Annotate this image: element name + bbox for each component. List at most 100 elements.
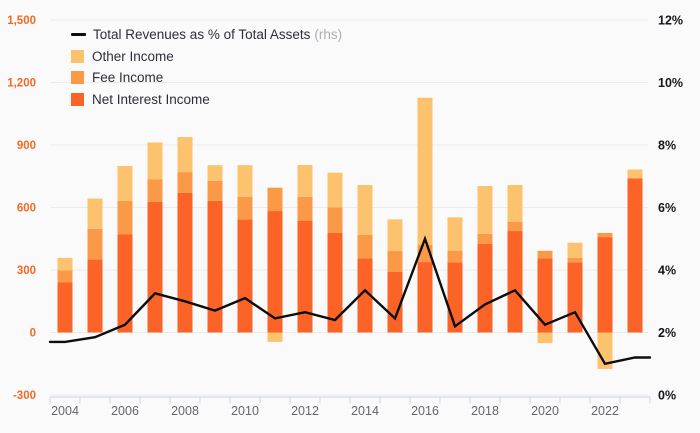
net-interest-income-swatch-icon (71, 93, 84, 107)
bar-segment-2023-net-interest-income (627, 178, 643, 333)
bar-group-2010 (237, 165, 253, 333)
y-left-tick-label: 300 (17, 265, 36, 277)
bar-segment-2009-fee-income (207, 180, 223, 201)
bar-segment-2022-other-income (597, 332, 613, 369)
bar-segment-2022-fee-income (597, 232, 613, 238)
bar-segment-2012-net-interest-income (297, 220, 313, 333)
x-tick-label: 2008 (171, 404, 199, 418)
y-left-tick-label: 600 (17, 203, 36, 215)
bar-segment-2007-net-interest-income (147, 201, 163, 333)
bar-group-2006 (117, 166, 133, 333)
other-income-swatch-icon (71, 49, 84, 63)
legend-item-net-interest-income: Net Interest Income (71, 91, 342, 109)
bar-segment-2017-other-income (447, 217, 463, 251)
bar-segment-2014-other-income (357, 185, 373, 235)
bar-group-2005 (87, 198, 103, 333)
bar-segment-2018-other-income (477, 186, 493, 234)
bar-segment-2013-fee-income (327, 207, 343, 233)
legend-label-total-revenues: Total Revenues as % of Total Assets (93, 27, 311, 43)
bar-group-2009 (207, 165, 223, 333)
y-right-tick-label: 10% (658, 76, 683, 90)
x-tick-label: 2018 (471, 404, 499, 418)
bar-segment-2018-fee-income (477, 233, 493, 244)
bar-group-2011 (267, 187, 283, 342)
y-right-tick-label: 6% (658, 201, 676, 215)
bar-segment-2019-other-income (507, 185, 523, 222)
bar-segment-2004-fee-income (57, 270, 73, 283)
bar-segment-2012-fee-income (297, 196, 313, 221)
bar-segment-2019-fee-income (507, 221, 523, 232)
legend-label-fee-income: Fee Income (92, 70, 164, 86)
y-right-tick-label: 0% (658, 389, 676, 403)
bar-group-2017 (447, 217, 463, 333)
bar-segment-2019-net-interest-income (507, 231, 523, 333)
bar-segment-2013-other-income (327, 172, 343, 208)
bar-segment-2006-net-interest-income (117, 234, 133, 333)
x-tick-label: 2012 (291, 404, 319, 418)
bar-segment-2009-other-income (207, 165, 223, 181)
bar-group-2018 (477, 186, 493, 333)
bar-group-2020 (537, 250, 553, 344)
bar-segment-2012-other-income (297, 165, 313, 197)
bar-group-2013 (327, 172, 343, 333)
legend-label-net-interest-income: Net Interest Income (92, 92, 210, 108)
x-tick-label: 2016 (411, 404, 439, 418)
bar-segment-2023-other-income (627, 169, 643, 179)
bar-segment-2009-net-interest-income (207, 200, 223, 333)
bar-segment-2011-fee-income (267, 187, 283, 212)
bar-segment-2020-other-income (537, 332, 553, 344)
bar-group-2015 (387, 219, 403, 333)
bar-segment-2016-other-income (417, 97, 433, 245)
y-right-tick-label: 2% (658, 326, 676, 340)
bar-segment-2004-net-interest-income (57, 282, 73, 333)
bar-segment-2004-other-income (57, 257, 73, 271)
bar-segment-2014-fee-income (357, 235, 373, 259)
bar-group-2023 (627, 169, 643, 333)
bar-group-2007 (147, 142, 163, 333)
bar-segment-2021-fee-income (567, 257, 583, 263)
bar-segment-2015-fee-income (387, 251, 403, 272)
bar-group-2022 (597, 232, 613, 369)
y-left-tick-label: 900 (17, 140, 36, 152)
chart-legend: Total Revenues as % of Total Assets (rhs… (71, 26, 342, 108)
total-revenues-ratio-line (48, 235, 652, 366)
bar-segment-2017-fee-income (447, 250, 463, 263)
bar-group-2012 (297, 165, 313, 333)
bar-segment-2015-other-income (387, 219, 403, 252)
bar-segment-2007-other-income (147, 142, 163, 180)
bar-segment-2014-net-interest-income (357, 258, 373, 333)
bar-segment-2020-fee-income (537, 250, 553, 259)
y-left-tick-label: 0 (30, 328, 36, 340)
bar-group-2016 (417, 97, 433, 333)
bar-segment-2006-fee-income (117, 200, 133, 235)
bar-segment-2013-net-interest-income (327, 232, 343, 333)
bar-segment-2015-net-interest-income (387, 271, 403, 333)
bar-segment-2005-net-interest-income (87, 259, 103, 333)
y-left-tick-label: 1,200 (7, 78, 36, 90)
y-right-tick-label: 12% (658, 14, 683, 28)
legend-rhs-note: (rhs) (314, 27, 343, 43)
y-right-tick-label: 4% (658, 264, 676, 278)
legend-item-fee-income: Fee Income (71, 69, 342, 87)
bar-group-2008 (177, 137, 193, 333)
y-left-tick-label: 1,500 (7, 15, 36, 27)
bar-segment-2008-net-interest-income (177, 192, 193, 333)
line-swatch-icon (71, 33, 86, 37)
bar-segment-2020-net-interest-income (537, 258, 553, 333)
bar-segment-2010-net-interest-income (237, 219, 253, 333)
x-tick-label: 2020 (531, 404, 559, 418)
bar-group-2004 (57, 257, 73, 333)
bar-segment-2018-net-interest-income (477, 243, 493, 333)
bar-segment-2022-net-interest-income (597, 237, 613, 333)
x-tick-label: 2014 (351, 404, 379, 418)
fee-income-swatch-icon (71, 71, 84, 85)
bar-group-2019 (507, 185, 523, 333)
bar-segment-2010-other-income (237, 165, 253, 197)
y-right-tick-label: 8% (658, 139, 676, 153)
bar-segment-2008-other-income (177, 137, 193, 173)
legend-label-other-income: Other Income (92, 48, 174, 64)
bar-segment-2006-other-income (117, 166, 133, 201)
bar-group-2014 (357, 185, 373, 333)
